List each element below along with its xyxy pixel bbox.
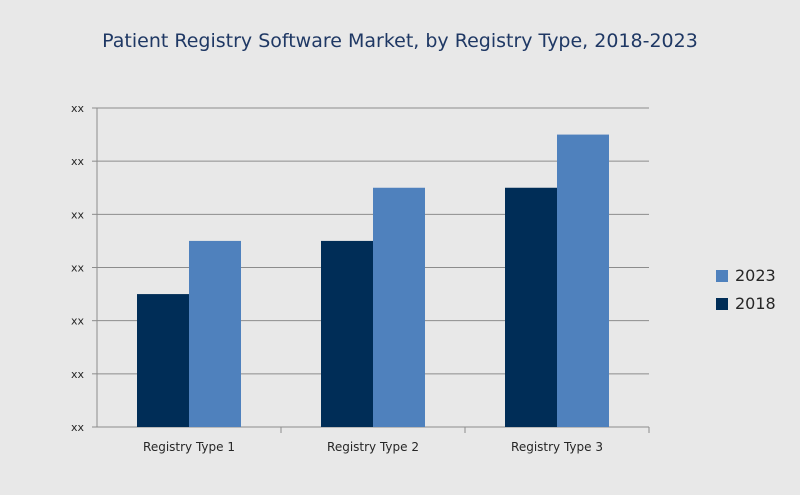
y-tick-label: xx <box>71 421 85 434</box>
x-tick-label: Registry Type 3 <box>511 440 603 454</box>
y-tick-label: xx <box>71 155 85 168</box>
legend: 2023 2018 <box>716 266 776 313</box>
bar-2018-1 <box>137 294 189 427</box>
bar-2023-3 <box>557 134 609 428</box>
x-tick-label: Registry Type 2 <box>327 440 419 454</box>
x-tick-label: Registry Type 1 <box>143 440 235 454</box>
bar-2018-2 <box>321 240 373 427</box>
bar-2018-3 <box>505 187 557 427</box>
y-tick-label: xx <box>71 315 85 328</box>
bar-2023-2 <box>373 187 425 427</box>
legend-swatch-2023 <box>716 270 728 282</box>
legend-swatch-2018 <box>716 298 728 310</box>
bars <box>137 134 609 428</box>
y-tick-label: xx <box>71 368 85 381</box>
y-tick-label: xx <box>71 102 85 115</box>
bar-2023-1 <box>189 240 241 427</box>
y-tick-label: xx <box>71 208 85 221</box>
y-tick-label: xx <box>71 262 85 275</box>
chart-title: Patient Registry Software Market, by Reg… <box>102 30 698 52</box>
legend-label-2023: 2023 <box>735 266 776 285</box>
axes: xx xx xx xx xx xx xx Registry Type 1 Registry Ty… <box>71 102 650 454</box>
legend-label-2018: 2018 <box>735 294 776 313</box>
